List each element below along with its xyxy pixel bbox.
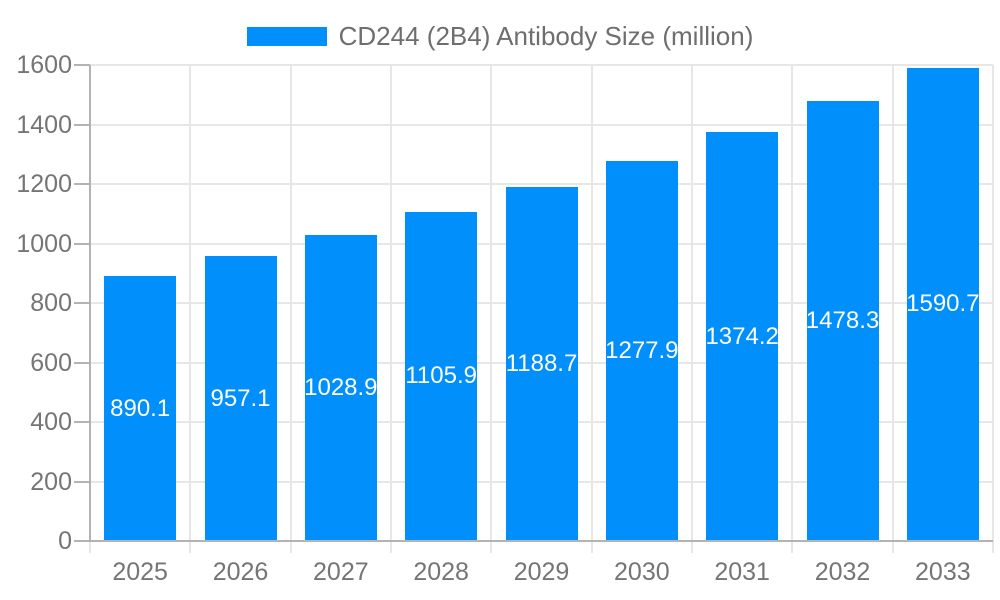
x-tick-label: 2025 (112, 558, 168, 586)
x-tick-label: 2031 (714, 558, 770, 586)
bar-2031[interactable] (706, 132, 779, 541)
y-tick-label: 0 (58, 527, 72, 555)
horizontal-gridline (90, 64, 993, 66)
vertical-gridline (289, 65, 292, 553)
horizontal-gridline (90, 123, 993, 126)
bar-value-label: 1028.9 (304, 373, 378, 401)
bar-2028[interactable] (405, 211, 478, 541)
y-axis-tick (74, 183, 90, 185)
y-tick-label: 1400 (16, 110, 72, 139)
legend[interactable]: CD244 (2B4) Antibody Size (million) (0, 21, 1000, 52)
y-tick-label: 1600 (16, 51, 72, 79)
y-axis-tick (74, 64, 90, 66)
bar-2027[interactable] (304, 234, 377, 541)
x-tick-label: 2030 (614, 558, 670, 586)
bar-2033[interactable] (906, 67, 979, 541)
x-tick-label: 2033 (915, 558, 971, 586)
bar-value-label: 957.1 (210, 384, 271, 412)
bar-value-label: 1277.9 (605, 336, 679, 364)
vertical-gridline (992, 65, 994, 553)
legend-label: CD244 (2B4) Antibody Size (million) (338, 21, 754, 51)
x-tick-label: 2027 (313, 558, 369, 586)
vertical-gridline (891, 65, 894, 553)
bar-2030[interactable] (605, 160, 678, 541)
y-tick-label: 800 (30, 289, 72, 317)
y-axis-tick (74, 302, 90, 304)
y-axis-tick (74, 123, 90, 126)
vertical-gridline (490, 65, 493, 553)
y-axis-tick (74, 540, 90, 542)
y-axis-tick (74, 361, 90, 364)
bar-value-label: 890.1 (110, 394, 171, 422)
bar-value-label: 1478.3 (805, 307, 880, 335)
y-tick-label: 600 (30, 348, 72, 377)
x-tick-label: 2028 (413, 558, 469, 586)
y-axis-tick (74, 421, 90, 423)
y-tick-label: 1200 (16, 170, 72, 198)
y-tick-label: 400 (30, 408, 72, 436)
vertical-gridline (590, 65, 593, 553)
vertical-gridline (691, 65, 693, 553)
y-tick-label: 200 (30, 467, 72, 496)
x-tick-label: 2029 (513, 558, 570, 586)
horizontal-gridline (90, 183, 993, 185)
bar-value-label: 1590.7 (906, 290, 980, 318)
x-tick-label: 2026 (212, 558, 269, 586)
y-axis-tick (74, 480, 90, 483)
bar-value-label: 1374.2 (705, 322, 779, 350)
vertical-gridline (189, 65, 192, 553)
y-axis-line (89, 65, 91, 541)
bar-2025[interactable] (104, 276, 177, 541)
y-axis-tick (74, 242, 90, 245)
x-axis-line (90, 540, 993, 542)
bar-2032[interactable] (806, 101, 879, 541)
x-tick-label: 2032 (814, 558, 871, 586)
legend-swatch-icon (246, 27, 327, 47)
vertical-gridline (791, 65, 794, 553)
bar-2029[interactable] (505, 187, 578, 541)
bar-2026[interactable] (204, 256, 277, 541)
vertical-gridline (390, 65, 392, 553)
bar-value-label: 1105.9 (405, 362, 477, 390)
y-tick-label: 1000 (16, 229, 72, 258)
bar-value-label: 1188.7 (505, 350, 578, 378)
